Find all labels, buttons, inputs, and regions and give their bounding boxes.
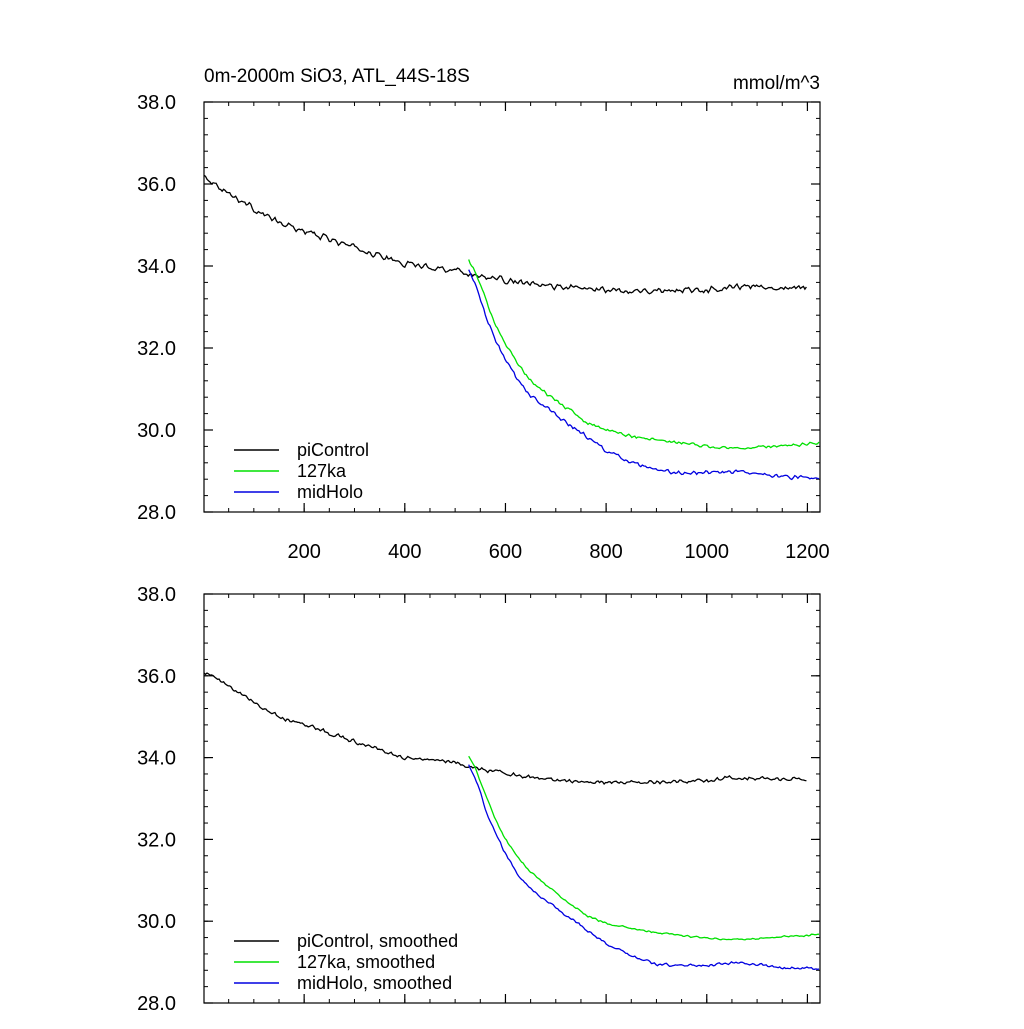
series-line-1 <box>204 174 807 295</box>
plot-frame <box>203 101 821 513</box>
plot-frame <box>203 593 821 1004</box>
chart-title: 0m-2000m SiO3, ATL_44S-18S <box>204 66 470 87</box>
series-line-2 <box>468 259 820 450</box>
y-tick-label: 34.0 <box>137 748 176 770</box>
y-tick-label: 32.0 <box>137 829 176 851</box>
y-tick-label: 30.0 <box>137 911 176 933</box>
x-tick-label: 1200 <box>785 541 830 563</box>
series-line-3 <box>468 764 820 970</box>
chart-panel-1: 28.0 30.0 32.0 34.0 36.0 38.0 200 400 600 800 1000… <box>137 66 830 563</box>
legend-label: 127ka <box>297 461 347 481</box>
x-tick-label: 800 <box>589 541 622 563</box>
legend-label: piControl <box>297 440 369 460</box>
x-tick-label: 200 <box>287 541 320 563</box>
legend-label: midHolo <box>297 482 363 502</box>
y-tick-label: 34.0 <box>137 256 176 278</box>
series-line-3 <box>468 269 820 481</box>
y-tick-label: 28.0 <box>137 502 176 524</box>
x-tick-label: 1000 <box>685 541 730 563</box>
units-label: mmol/m^3 <box>733 73 820 94</box>
series-line-2 <box>468 755 820 941</box>
y-tick-label: 38.0 <box>137 584 176 606</box>
y-tick-label: 38.0 <box>137 92 176 114</box>
series-line-1 <box>204 672 807 786</box>
legend-label: piControl, smoothed <box>297 931 458 951</box>
x-tick-label: 400 <box>388 541 421 563</box>
x-tick-label: 600 <box>489 541 522 563</box>
legend-label: 127ka, smoothed <box>297 952 435 972</box>
y-tick-label: 36.0 <box>137 666 176 688</box>
y-tick-label: 28.0 <box>137 993 176 1015</box>
y-tick-label: 30.0 <box>137 420 176 442</box>
y-tick-label: 36.0 <box>137 174 176 196</box>
chart-panel-2: 28.0 30.0 32.0 34.0 36.0 38.0 piControl, smoot… <box>137 584 821 1015</box>
legend-label: midHolo, smoothed <box>297 973 452 993</box>
y-tick-label: 32.0 <box>137 338 176 360</box>
